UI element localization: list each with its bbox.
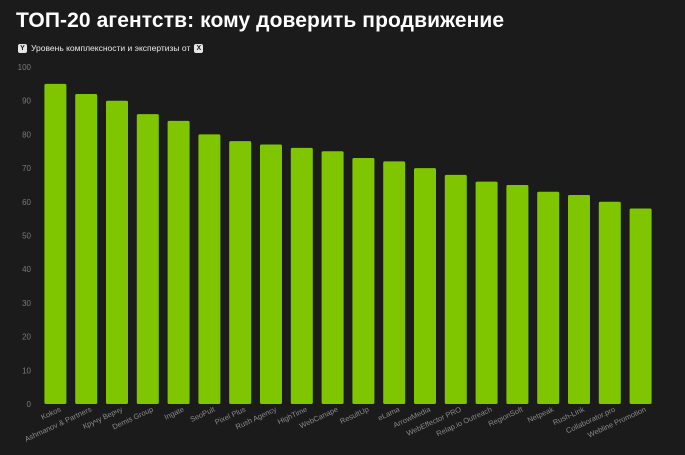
chart-title: ТОП-20 агентств: кому доверить продвижен…: [16, 9, 505, 32]
bar-9: [321, 151, 344, 404]
bars-group: [44, 83, 652, 405]
x-tick-label: Netpeak: [526, 405, 555, 425]
y-tick-label: 50: [22, 232, 31, 241]
bar-16: [537, 191, 560, 404]
x-tick-label: SeoPult: [189, 404, 217, 424]
bar-15: [506, 184, 529, 404]
x-tick-label: Ingate: [163, 405, 186, 422]
bar-6: [229, 141, 252, 404]
bar-13: [444, 174, 467, 404]
bar-4: [167, 120, 190, 405]
y-axis: 0 10 20 30 40 50 60 70 80 90 100: [18, 63, 32, 409]
bar-17: [568, 195, 590, 404]
bar-0: [44, 83, 67, 404]
bar-8: [290, 147, 313, 404]
bar-12: [414, 168, 436, 404]
y-tick-label: 20: [22, 333, 31, 342]
y-tick-label: 60: [22, 198, 31, 207]
bar-7: [260, 144, 282, 404]
y-tick-label: 70: [22, 164, 31, 173]
x-axis-badge: X: [194, 43, 204, 53]
bar-1: [75, 93, 98, 405]
bar-19: [629, 208, 652, 404]
x-tick-label: RegionSoft: [487, 404, 525, 428]
bar-3: [136, 114, 159, 405]
y-tick-label: 0: [27, 400, 32, 409]
bar-10: [352, 157, 375, 404]
chart-subtitle-text: Уровень комплексности и экспертизы от: [31, 43, 191, 53]
bar-11: [383, 161, 406, 404]
bar-5: [198, 134, 221, 404]
chart-subtitle: Y Уровень комплексности и экспертизы от …: [18, 43, 204, 53]
y-axis-badge: Y: [18, 43, 27, 53]
y-tick-label: 10: [22, 366, 31, 375]
x-tick-label: ResultUp: [338, 405, 370, 426]
y-tick-label: 100: [18, 63, 32, 72]
y-tick-label: 80: [22, 130, 31, 139]
bar-18: [598, 201, 621, 404]
bar-2: [106, 100, 128, 404]
y-tick-label: 40: [22, 265, 31, 274]
bar-14: [475, 181, 498, 404]
y-tick-label: 30: [22, 299, 31, 308]
y-tick-label: 90: [22, 97, 31, 106]
